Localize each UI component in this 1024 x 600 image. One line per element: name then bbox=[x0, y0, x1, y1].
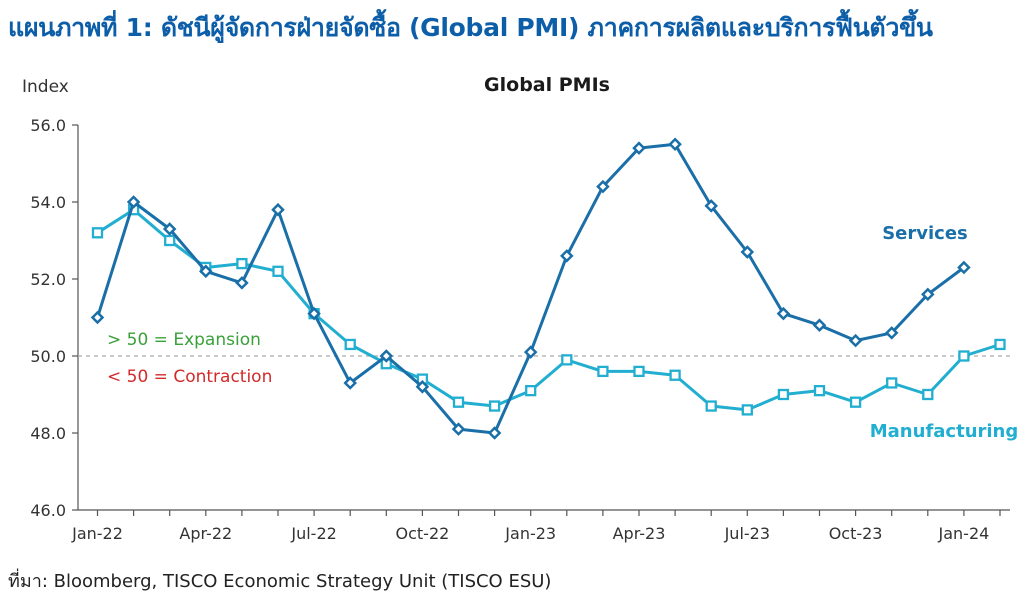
series-group bbox=[90, 137, 1006, 440]
services-point bbox=[487, 426, 502, 440]
manufacturing-point bbox=[272, 265, 284, 277]
y-tick-label: 56.0 bbox=[30, 116, 66, 135]
manufacturing-point bbox=[525, 384, 537, 397]
manufacturing-point bbox=[886, 377, 898, 389]
manufacturing-series-label: Manufacturing bbox=[870, 421, 1019, 442]
services-point bbox=[415, 380, 430, 394]
manufacturing-point bbox=[849, 396, 862, 408]
manufacturing-point bbox=[597, 365, 609, 378]
expansion-note: > 50 = Expansion bbox=[107, 330, 261, 350]
x-tick-label: Jul-22 bbox=[290, 524, 336, 543]
services-point bbox=[740, 245, 755, 259]
manufacturing-point bbox=[777, 388, 790, 401]
y-axis-label: Index bbox=[22, 77, 69, 97]
y-ticks: 46.0 48.0 50.0 52.0 54.0 56.0 bbox=[30, 116, 78, 520]
manufacturing-point bbox=[669, 369, 681, 381]
y-tick-label: 50.0 bbox=[30, 347, 66, 366]
services-point bbox=[307, 306, 321, 321]
manufacturing-point bbox=[236, 257, 248, 270]
manufacturing-line bbox=[96, 208, 1001, 412]
y-tick-label: 52.0 bbox=[30, 270, 66, 289]
services-point bbox=[848, 333, 863, 348]
services-point bbox=[884, 326, 899, 340]
manufacturing-point bbox=[705, 400, 717, 412]
services-point bbox=[523, 345, 538, 359]
source-note: ที่มา: Bloomberg, TISCO Economic Strateg… bbox=[8, 571, 552, 592]
manufacturing-point bbox=[994, 338, 1006, 351]
x-tick-label: Jan-23 bbox=[504, 524, 556, 543]
services-point bbox=[560, 249, 574, 263]
services-point bbox=[90, 310, 105, 325]
services-point bbox=[668, 137, 682, 152]
chart-title: Global PMIs bbox=[484, 74, 610, 96]
services-point bbox=[776, 306, 791, 321]
x-tick-label: Apr-23 bbox=[613, 524, 666, 543]
services-point bbox=[126, 195, 141, 209]
manufacturing-point bbox=[813, 384, 826, 397]
services-series-label: Services bbox=[882, 223, 968, 244]
x-tick-label: Apr-22 bbox=[179, 524, 232, 543]
y-tick-label: 54.0 bbox=[30, 193, 66, 212]
axes bbox=[77, 125, 1010, 511]
y-tick-label: 48.0 bbox=[30, 424, 66, 443]
services-point bbox=[343, 376, 357, 390]
contraction-note: < 50 = Contraction bbox=[107, 367, 272, 387]
manufacturing-point bbox=[958, 350, 970, 362]
services-point bbox=[379, 349, 394, 363]
manufacturing-point bbox=[91, 227, 104, 239]
services-point bbox=[235, 276, 249, 290]
services-point bbox=[957, 260, 971, 275]
manufacturing-point bbox=[922, 388, 934, 401]
x-tick-label: Oct-23 bbox=[829, 524, 883, 543]
services-point bbox=[271, 202, 285, 217]
services-point bbox=[162, 222, 177, 236]
x-ticks: Jan-22 Apr-22 Jul-22 Oct-22 Jan-23 Apr-23 Jul-… bbox=[71, 510, 1001, 543]
manufacturing-point bbox=[488, 400, 501, 412]
services-point bbox=[451, 422, 466, 436]
x-tick-label: Oct-22 bbox=[396, 524, 450, 543]
x-tick-label: Jan-22 bbox=[71, 524, 123, 543]
services-point bbox=[704, 199, 718, 213]
manufacturing-point bbox=[344, 338, 356, 351]
x-tick-label: Jan-24 bbox=[938, 524, 990, 543]
x-tick-label: Jul-23 bbox=[724, 524, 770, 543]
services-point bbox=[632, 141, 646, 155]
page-title: แผนภาพที่ 1: ดัชนีผู้จัดการฝ่ายจัดซื้อ (… bbox=[8, 13, 933, 42]
manufacturing-point bbox=[164, 234, 176, 247]
services-point bbox=[921, 287, 935, 302]
services-point bbox=[199, 264, 213, 279]
services-point bbox=[596, 179, 610, 194]
manufacturing-point bbox=[741, 404, 753, 416]
services-point bbox=[812, 318, 827, 332]
y-tick-label: 46.0 bbox=[30, 501, 66, 520]
manufacturing-point bbox=[633, 365, 645, 378]
manufacturing-point bbox=[561, 354, 573, 366]
manufacturing-point bbox=[452, 396, 465, 408]
